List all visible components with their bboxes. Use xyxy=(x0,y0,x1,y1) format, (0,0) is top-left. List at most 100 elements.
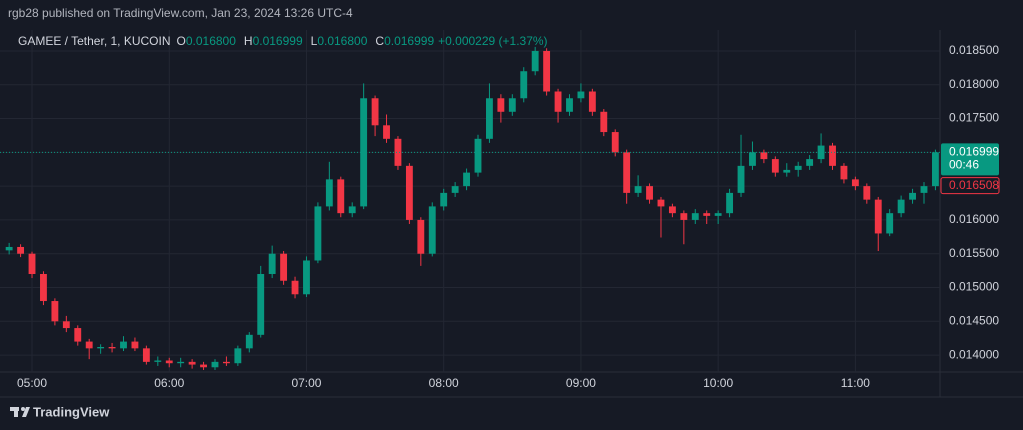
candle-body xyxy=(554,91,562,112)
candle-body xyxy=(566,98,573,112)
candle-body xyxy=(314,206,322,261)
y-tick-label: 0.015500 xyxy=(949,246,999,260)
candle-body xyxy=(909,192,916,200)
candle-body xyxy=(222,361,230,364)
symbol: GAMEE / Tether, 1, KUCOIN xyxy=(18,34,171,48)
candle-body xyxy=(829,145,836,166)
attribution: rgb28 published on TradingView.com, Jan … xyxy=(8,6,353,20)
candle-body xyxy=(874,199,882,234)
candle-body xyxy=(623,152,631,193)
candle-body xyxy=(28,253,36,274)
candle-body xyxy=(97,346,105,349)
x-tick-label: 07:00 xyxy=(291,376,321,390)
ohlc-key: L xyxy=(311,34,318,48)
candle-body xyxy=(760,152,768,160)
brand-logo xyxy=(10,407,30,417)
candle-body xyxy=(74,328,82,342)
candle-body xyxy=(62,321,70,329)
candle-body xyxy=(200,364,207,368)
candle-body xyxy=(897,199,905,214)
x-tick-label: 08:00 xyxy=(429,376,459,390)
candle-body xyxy=(474,138,482,173)
brand: TradingView xyxy=(33,404,110,419)
candle-body xyxy=(417,219,425,254)
candle-body xyxy=(737,165,745,193)
candle-body xyxy=(451,186,459,193)
candle-body xyxy=(680,213,688,220)
x-tick-label: 06:00 xyxy=(154,376,184,390)
candle-body xyxy=(668,206,676,214)
candle-body xyxy=(497,98,505,112)
candle-body xyxy=(303,260,310,295)
candle-body xyxy=(486,98,493,139)
last-price-label: 0.016999 xyxy=(949,145,999,159)
candle-body xyxy=(428,206,436,254)
candle-body xyxy=(508,98,516,112)
candle-body xyxy=(771,159,779,173)
x-tick-label: 10:00 xyxy=(703,376,733,390)
candle-body xyxy=(51,301,59,322)
candle-body xyxy=(840,165,848,180)
candle-body xyxy=(291,280,299,295)
candle-body xyxy=(600,111,608,133)
candle-body xyxy=(611,132,619,153)
candle-body xyxy=(463,172,470,187)
y-tick-label: 0.014000 xyxy=(949,347,999,361)
candle-body xyxy=(646,186,653,200)
candle-body xyxy=(531,50,539,72)
y-tick-label: 0.018000 xyxy=(949,77,999,91)
candle-body xyxy=(165,360,173,364)
candle-body xyxy=(817,145,825,160)
y-tick-label: 0.014500 xyxy=(949,313,999,327)
last-price-box xyxy=(941,143,999,176)
candle-body xyxy=(154,360,162,362)
candle-body xyxy=(440,192,448,207)
legend: GAMEE / Tether, 1, KUCOIN O0.016800 H0.016… xyxy=(18,34,548,48)
marked-price-box xyxy=(940,177,1000,195)
candle-body xyxy=(383,125,390,139)
candle-body xyxy=(85,341,93,349)
ohlc-value: 0.016999 xyxy=(384,34,434,48)
candle-body xyxy=(794,165,802,170)
candle-body xyxy=(245,334,253,349)
candle-body xyxy=(371,98,379,126)
ohlc-value: 0.016800 xyxy=(317,34,367,48)
candle-body xyxy=(783,169,791,173)
candle-body xyxy=(188,361,196,365)
candle-body xyxy=(886,213,894,234)
marked-price-label: 0.016508 xyxy=(949,178,999,192)
candle-body xyxy=(726,192,734,214)
candle-body xyxy=(931,152,939,187)
candles xyxy=(5,46,939,370)
y-tick-label: 0.018500 xyxy=(949,43,999,57)
candle-body xyxy=(714,213,722,216)
candle-body xyxy=(543,50,551,92)
candle-body xyxy=(520,71,528,99)
candle-body xyxy=(405,165,413,220)
candle-body xyxy=(5,246,13,251)
ohlc-value: 0.016999 xyxy=(253,34,303,48)
candle-body xyxy=(588,91,596,112)
candle-body xyxy=(657,199,665,207)
ohlc-key: O xyxy=(177,34,186,48)
countdown-label: 00:46 xyxy=(949,158,979,172)
x-tick-label: 09:00 xyxy=(566,376,596,390)
candle-body xyxy=(268,253,276,274)
candle-body xyxy=(806,159,814,166)
candle-body xyxy=(280,253,288,281)
candle-body xyxy=(40,273,47,302)
y-tick-label: 0.017500 xyxy=(949,111,999,125)
candle-body xyxy=(394,138,402,166)
x-tick-label: 11:00 xyxy=(841,376,870,390)
candle-body xyxy=(337,179,345,214)
candle-body xyxy=(211,361,219,368)
change: +0.000229 (+1.37%) xyxy=(438,34,547,48)
ohlc-value: 0.016800 xyxy=(186,34,236,48)
candle-body xyxy=(920,186,928,193)
candle-body xyxy=(108,346,116,349)
candle-body xyxy=(691,213,699,220)
candle-body xyxy=(749,152,756,166)
